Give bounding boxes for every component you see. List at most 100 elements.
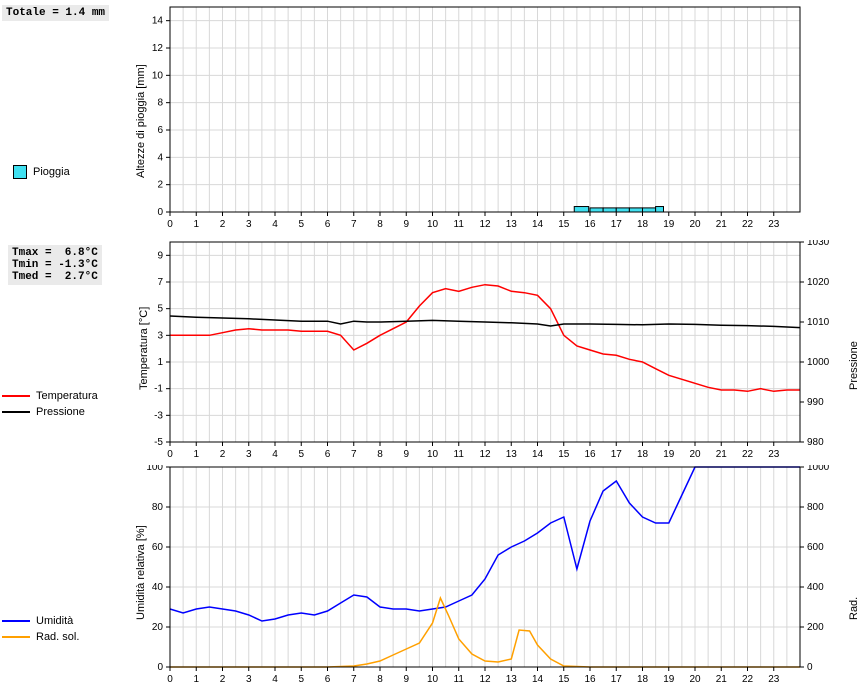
svg-text:7: 7	[157, 277, 163, 288]
svg-text:8: 8	[157, 98, 163, 109]
svg-text:-5: -5	[154, 437, 163, 448]
svg-text:0: 0	[157, 662, 163, 673]
svg-text:5: 5	[298, 449, 304, 460]
svg-text:16: 16	[584, 219, 596, 230]
line-swatch-icon	[2, 636, 30, 638]
svg-text:8: 8	[377, 674, 383, 685]
svg-text:9: 9	[403, 674, 409, 685]
svg-text:3: 3	[246, 219, 252, 230]
svg-text:9: 9	[157, 250, 163, 261]
svg-text:19: 19	[663, 219, 675, 230]
svg-text:23: 23	[768, 449, 780, 460]
svg-text:400: 400	[807, 582, 824, 593]
svg-text:200: 200	[807, 622, 824, 633]
svg-text:10: 10	[427, 449, 439, 460]
svg-text:21: 21	[716, 449, 728, 460]
svg-text:3: 3	[246, 674, 252, 685]
svg-text:12: 12	[479, 219, 491, 230]
svg-text:-1: -1	[154, 384, 163, 395]
svg-text:4: 4	[272, 674, 278, 685]
svg-text:2: 2	[157, 180, 163, 191]
svg-text:12: 12	[479, 449, 491, 460]
svg-text:1030: 1030	[807, 240, 830, 248]
svg-text:5: 5	[157, 304, 163, 315]
svg-text:6: 6	[325, 219, 331, 230]
svg-text:20: 20	[689, 674, 701, 685]
svg-text:7: 7	[351, 449, 357, 460]
temperature-pressure-chart: -5-3-11357998099010001010102010300123456…	[0, 240, 860, 465]
temp-summary-info: Tmax = 6.8°C Tmin = -1.3°C Tmed = 2.7°C	[8, 245, 102, 285]
svg-text:17: 17	[611, 219, 623, 230]
svg-text:15: 15	[558, 674, 570, 685]
svg-text:990: 990	[807, 397, 824, 408]
svg-text:4: 4	[157, 152, 163, 163]
svg-text:22: 22	[742, 674, 754, 685]
svg-text:8: 8	[377, 219, 383, 230]
svg-text:13: 13	[506, 674, 518, 685]
humidity-ylabel: Umidità relativa [%]	[135, 525, 147, 620]
svg-text:20: 20	[689, 219, 701, 230]
svg-text:19: 19	[663, 674, 675, 685]
svg-text:22: 22	[742, 449, 754, 460]
svg-text:11: 11	[454, 449, 465, 460]
svg-text:10: 10	[152, 70, 164, 81]
svg-text:5: 5	[298, 674, 304, 685]
svg-text:-3: -3	[154, 410, 163, 421]
svg-text:0: 0	[807, 662, 813, 673]
svg-text:6: 6	[157, 125, 163, 136]
svg-text:13: 13	[506, 449, 518, 460]
svg-text:18: 18	[637, 219, 649, 230]
svg-text:14: 14	[532, 674, 544, 685]
svg-text:1010: 1010	[807, 317, 830, 328]
svg-text:14: 14	[532, 219, 544, 230]
svg-text:1: 1	[157, 357, 163, 368]
line-swatch-icon	[2, 395, 30, 397]
svg-text:3: 3	[246, 449, 252, 460]
svg-text:6: 6	[325, 449, 331, 460]
rain-total-info: Totale = 1.4 mm	[2, 5, 109, 21]
svg-text:11: 11	[454, 219, 465, 230]
svg-text:100: 100	[146, 465, 163, 473]
svg-text:4: 4	[272, 219, 278, 230]
legend-label: Umidità	[36, 615, 73, 627]
svg-text:10: 10	[427, 674, 439, 685]
svg-text:14: 14	[152, 16, 164, 27]
svg-text:17: 17	[611, 449, 623, 460]
svg-text:23: 23	[768, 674, 780, 685]
legend-label: Rad. sol.	[36, 631, 79, 643]
svg-text:980: 980	[807, 437, 824, 448]
svg-text:10: 10	[427, 219, 439, 230]
svg-text:21: 21	[716, 674, 728, 685]
svg-text:1: 1	[193, 219, 199, 230]
legend-panel1-0: Pioggia	[13, 165, 70, 179]
svg-text:9: 9	[403, 219, 409, 230]
square-swatch-icon	[13, 165, 27, 179]
svg-text:7: 7	[351, 219, 357, 230]
svg-text:12: 12	[479, 674, 491, 685]
svg-text:80: 80	[152, 502, 164, 513]
svg-text:11: 11	[454, 674, 465, 685]
svg-text:600: 600	[807, 542, 824, 553]
temp-ylabel: Temperatura [°C]	[138, 307, 150, 390]
svg-text:19: 19	[663, 449, 675, 460]
svg-text:1000: 1000	[807, 465, 830, 473]
svg-text:2: 2	[220, 674, 226, 685]
svg-text:7: 7	[351, 674, 357, 685]
svg-text:3: 3	[157, 330, 163, 341]
svg-text:20: 20	[152, 622, 164, 633]
svg-text:0: 0	[157, 207, 163, 218]
svg-text:13: 13	[506, 219, 518, 230]
humidity-radiation-chart: 0204060801000200400600800100001234567891…	[0, 465, 860, 690]
legend-label: Temperatura	[36, 390, 98, 402]
svg-text:800: 800	[807, 502, 824, 513]
svg-text:0: 0	[167, 219, 173, 230]
svg-text:5: 5	[298, 219, 304, 230]
legend-panel3-1: Rad. sol.	[2, 631, 79, 643]
svg-text:60: 60	[152, 542, 164, 553]
svg-text:18: 18	[637, 449, 649, 460]
svg-text:21: 21	[716, 219, 728, 230]
svg-text:16: 16	[584, 449, 596, 460]
svg-text:17: 17	[611, 674, 623, 685]
svg-text:0: 0	[167, 449, 173, 460]
svg-text:15: 15	[558, 449, 570, 460]
